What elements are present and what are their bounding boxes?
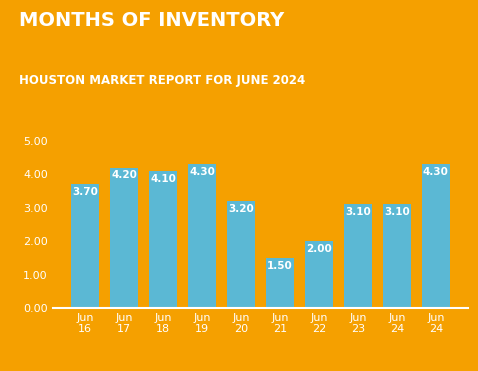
Bar [422,164,449,308]
Bar [188,164,216,308]
Text: 3.10: 3.10 [345,207,371,217]
Bar [228,201,255,308]
Text: 3.70: 3.70 [72,187,98,197]
Bar [266,258,293,308]
Bar [150,171,177,308]
Bar [344,204,371,308]
Text: 4.20: 4.20 [111,170,137,180]
Text: 4.30: 4.30 [189,167,215,177]
Bar [72,184,99,308]
Bar [305,241,333,308]
Text: 3.10: 3.10 [384,207,410,217]
Text: 3.20: 3.20 [228,204,254,214]
Bar [383,204,411,308]
Text: HOUSTON MARKET REPORT FOR JUNE 2024: HOUSTON MARKET REPORT FOR JUNE 2024 [19,74,305,87]
Text: MONTHS OF INVENTORY: MONTHS OF INVENTORY [19,11,284,30]
Text: 2.00: 2.00 [306,244,332,254]
Text: 1.50: 1.50 [267,260,293,270]
Text: 4.30: 4.30 [423,167,449,177]
Bar [110,168,138,308]
Text: 4.10: 4.10 [150,174,176,184]
